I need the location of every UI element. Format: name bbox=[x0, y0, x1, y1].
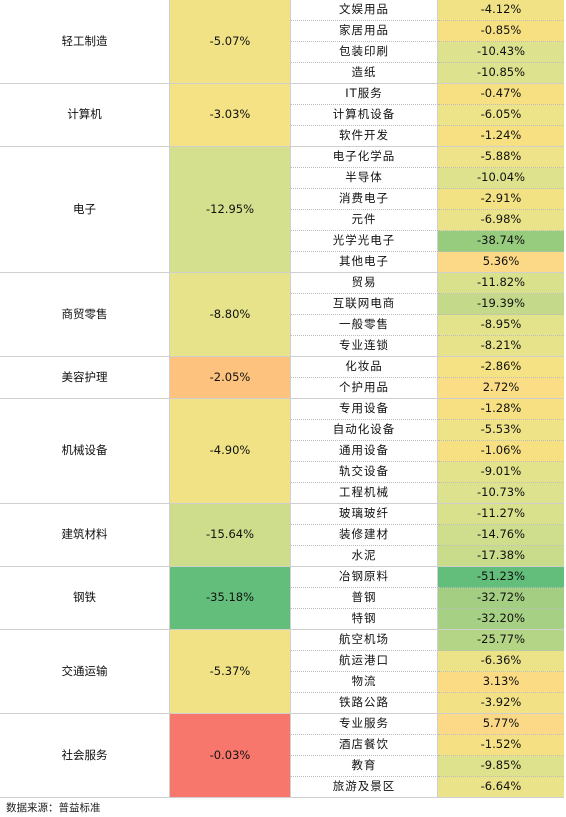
sub-industry-name: 半导体 bbox=[290, 168, 438, 189]
sub-industry-name: 文娱用品 bbox=[290, 0, 438, 21]
sub-industry-return: 5.77% bbox=[438, 714, 564, 735]
sub-industry-name: 个护用品 bbox=[290, 378, 438, 399]
sub-industry-name: 贸易 bbox=[290, 273, 438, 294]
sector-return: -4.90% bbox=[170, 399, 290, 504]
sub-industry-name: 家居用品 bbox=[290, 21, 438, 42]
sub-industry-return: 2.72% bbox=[438, 378, 564, 399]
sub-industry-name: 航运港口 bbox=[290, 651, 438, 672]
sub-industry-return: -9.85% bbox=[438, 756, 564, 777]
sub-industry-return: -14.76% bbox=[438, 525, 564, 546]
sub-industry-return: -6.05% bbox=[438, 105, 564, 126]
sub-industry-return: -11.27% bbox=[438, 504, 564, 525]
sub-industry-return: -51.23% bbox=[438, 567, 564, 588]
sub-industry-name: 计算机设备 bbox=[290, 105, 438, 126]
sub-industry-name: 教育 bbox=[290, 756, 438, 777]
sub-industry-return: -32.20% bbox=[438, 609, 564, 630]
sub-industry-return: -10.73% bbox=[438, 483, 564, 504]
sub-industry-name: 消费电子 bbox=[290, 189, 438, 210]
sector-return: -15.64% bbox=[170, 504, 290, 567]
sub-industry-return: -9.01% bbox=[438, 462, 564, 483]
sector-name: 电子 bbox=[0, 147, 170, 273]
sub-industry-return: -5.88% bbox=[438, 147, 564, 168]
sub-industry-return: -8.21% bbox=[438, 336, 564, 357]
sub-industry-return: -10.04% bbox=[438, 168, 564, 189]
sub-industry-return: -11.82% bbox=[438, 273, 564, 294]
sub-industry-return: -5.53% bbox=[438, 420, 564, 441]
sector-return: -5.37% bbox=[170, 630, 290, 714]
sub-industry-name: 包装印刷 bbox=[290, 42, 438, 63]
sector-return: -35.18% bbox=[170, 567, 290, 630]
sector-return: -0.03% bbox=[170, 714, 290, 798]
sector-name: 社会服务 bbox=[0, 714, 170, 798]
sub-industry-name: 铁路公路 bbox=[290, 693, 438, 714]
sub-industry-name: 造纸 bbox=[290, 63, 438, 84]
sector-name: 商贸零售 bbox=[0, 273, 170, 357]
sector-name: 计算机 bbox=[0, 84, 170, 147]
sub-industry-return: -10.43% bbox=[438, 42, 564, 63]
sub-industry-name: 专业服务 bbox=[290, 714, 438, 735]
sub-industry-return: -25.77% bbox=[438, 630, 564, 651]
sector-return: -8.80% bbox=[170, 273, 290, 357]
sub-industry-name: 专业连锁 bbox=[290, 336, 438, 357]
sub-industry-return: -19.39% bbox=[438, 294, 564, 315]
sub-industry-return: -0.47% bbox=[438, 84, 564, 105]
sub-industry-return: -1.28% bbox=[438, 399, 564, 420]
sub-industry-return: -17.38% bbox=[438, 546, 564, 567]
sub-industry-return: -1.52% bbox=[438, 735, 564, 756]
sector-return: -3.03% bbox=[170, 84, 290, 147]
sub-industry-name: 软件开发 bbox=[290, 126, 438, 147]
sector-name: 交通运输 bbox=[0, 630, 170, 714]
sector-return: -12.95% bbox=[170, 147, 290, 273]
sub-industry-name: 光学光电子 bbox=[290, 231, 438, 252]
sub-industry-name: 酒店餐饮 bbox=[290, 735, 438, 756]
sub-industry-name: 航空机场 bbox=[290, 630, 438, 651]
sub-industry-name: 物流 bbox=[290, 672, 438, 693]
sub-industry-return: -3.92% bbox=[438, 693, 564, 714]
sub-industry-return: -32.72% bbox=[438, 588, 564, 609]
sector-name: 美容护理 bbox=[0, 357, 170, 399]
sub-industry-name: 工程机械 bbox=[290, 483, 438, 504]
sub-industry-return: -2.91% bbox=[438, 189, 564, 210]
industry-return-table: 轻工制造 -5.07% 文娱用品 -4.12% 家居用品 -0.85% 包装印刷 -10.43… bbox=[0, 0, 564, 798]
sub-industry-return: -2.86% bbox=[438, 357, 564, 378]
sub-industry-name: 化妆品 bbox=[290, 357, 438, 378]
sub-industry-name: 一般零售 bbox=[290, 315, 438, 336]
sub-industry-return: -6.36% bbox=[438, 651, 564, 672]
sub-industry-name: 装修建材 bbox=[290, 525, 438, 546]
sub-industry-return: -4.12% bbox=[438, 0, 564, 21]
sub-industry-name: 旅游及景区 bbox=[290, 777, 438, 798]
sub-industry-name: 通用设备 bbox=[290, 441, 438, 462]
sub-industry-return: -10.85% bbox=[438, 63, 564, 84]
sub-industry-name: 自动化设备 bbox=[290, 420, 438, 441]
sector-return: -5.07% bbox=[170, 0, 290, 84]
sub-industry-return: -1.06% bbox=[438, 441, 564, 462]
sub-industry-name: 轨交设备 bbox=[290, 462, 438, 483]
sub-industry-return: -0.85% bbox=[438, 21, 564, 42]
sub-industry-name: 其他电子 bbox=[290, 252, 438, 273]
sub-industry-return: 5.36% bbox=[438, 252, 564, 273]
sub-industry-name: 互联网电商 bbox=[290, 294, 438, 315]
sub-industry-name: 电子化学品 bbox=[290, 147, 438, 168]
sub-industry-return: 3.13% bbox=[438, 672, 564, 693]
sub-industry-return: -38.74% bbox=[438, 231, 564, 252]
sub-industry-name: 玻璃玻纤 bbox=[290, 504, 438, 525]
sector-name: 轻工制造 bbox=[0, 0, 170, 84]
sub-industry-name: 水泥 bbox=[290, 546, 438, 567]
sub-industry-name: 冶钢原料 bbox=[290, 567, 438, 588]
sub-industry-name: 普钢 bbox=[290, 588, 438, 609]
sub-industry-name: 专用设备 bbox=[290, 399, 438, 420]
sub-industry-name: IT服务 bbox=[290, 84, 438, 105]
sector-name: 建筑材料 bbox=[0, 504, 170, 567]
sector-name: 钢铁 bbox=[0, 567, 170, 630]
sub-industry-return: -1.24% bbox=[438, 126, 564, 147]
sub-industry-return: -6.64% bbox=[438, 777, 564, 798]
sub-industry-name: 特钢 bbox=[290, 609, 438, 630]
sub-industry-return: -8.95% bbox=[438, 315, 564, 336]
sub-industry-return: -6.98% bbox=[438, 210, 564, 231]
source-note: 数据来源：普益标准 bbox=[6, 802, 101, 814]
sector-name: 机械设备 bbox=[0, 399, 170, 504]
sub-industry-name: 元件 bbox=[290, 210, 438, 231]
sector-return: -2.05% bbox=[170, 357, 290, 399]
